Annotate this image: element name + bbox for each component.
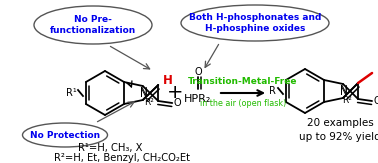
Text: N: N bbox=[140, 89, 148, 99]
Text: R²: R² bbox=[144, 98, 154, 108]
Text: R²: R² bbox=[342, 96, 352, 105]
Text: N: N bbox=[340, 87, 348, 97]
Text: No Protection: No Protection bbox=[30, 131, 100, 140]
Text: O: O bbox=[174, 98, 181, 108]
Text: Both H-phosphonates and
H-phosphine oxides: Both H-phosphonates and H-phosphine oxid… bbox=[189, 13, 321, 33]
Text: H: H bbox=[163, 74, 173, 88]
Text: 20 examples
up to 92% yield: 20 examples up to 92% yield bbox=[299, 118, 378, 142]
Text: +: + bbox=[167, 83, 183, 103]
Text: R¹=H, CH₃, X: R¹=H, CH₃, X bbox=[78, 143, 142, 153]
Text: N: N bbox=[140, 87, 148, 97]
Text: HPR₂: HPR₂ bbox=[184, 94, 212, 104]
Text: O: O bbox=[194, 67, 202, 77]
Text: R¹: R¹ bbox=[66, 88, 76, 98]
Text: N: N bbox=[340, 85, 348, 95]
Text: O: O bbox=[377, 49, 378, 59]
Text: R: R bbox=[268, 86, 276, 96]
Text: O: O bbox=[373, 96, 378, 106]
Text: No Pre-
functionalization: No Pre- functionalization bbox=[50, 15, 136, 35]
Text: R²=H, Et, Benzyl, CH₂CO₂Et: R²=H, Et, Benzyl, CH₂CO₂Et bbox=[54, 153, 190, 163]
Text: in the air (open flask): in the air (open flask) bbox=[200, 98, 286, 108]
Text: Transition-Metal-Free: Transition-Metal-Free bbox=[188, 76, 298, 86]
